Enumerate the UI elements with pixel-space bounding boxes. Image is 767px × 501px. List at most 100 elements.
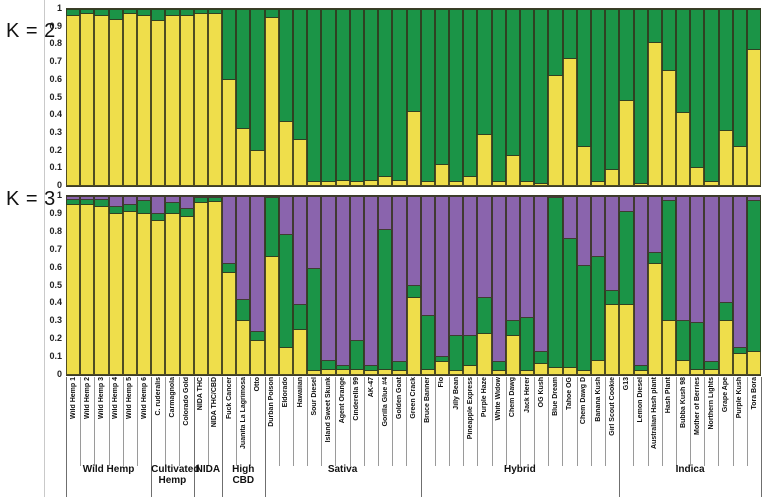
x-label-col-44: Bubba Kush 98	[676, 377, 690, 465]
k3-bar-27	[434, 196, 450, 375]
k2-segment-yellow	[207, 14, 223, 186]
k3-segment-yellow	[66, 204, 81, 375]
x-label: Green Crack	[410, 377, 418, 419]
x-label: Gorilla Glue #4	[381, 377, 389, 427]
k3-segment-green	[676, 321, 691, 361]
bar-separator-line	[562, 377, 564, 466]
k2-segment-yellow	[718, 131, 733, 186]
k2-bar-28	[449, 9, 464, 186]
k3-segment-purple	[392, 196, 407, 363]
k3-segment-yellow	[477, 333, 492, 375]
k2-segment-yellow	[732, 147, 747, 186]
k3-segment-green	[647, 253, 662, 264]
k3-bar-29	[463, 196, 478, 375]
x-label: Wild Hemp 2	[83, 377, 91, 419]
k3-segment-green	[193, 198, 208, 204]
k2-ytick-0.4: 0.4	[49, 109, 62, 120]
k3-segment-purple	[108, 196, 123, 207]
k3-segment-green	[505, 321, 520, 336]
k2-segment-yellow	[477, 134, 492, 186]
k3-segment-purple	[136, 196, 152, 202]
k2-bar-43	[661, 9, 677, 186]
k3-segment-yellow	[179, 217, 194, 375]
panel-k3	[66, 195, 762, 376]
x-label-col-13: Juanita La Lagrimosa	[236, 377, 250, 465]
k2-bar-46	[704, 9, 719, 186]
k2-segment-green	[236, 9, 251, 130]
x-label: Purple Kush	[736, 377, 744, 419]
k2-bar-24	[392, 9, 407, 186]
k3-ytick-0.1: 0.1	[49, 351, 62, 362]
k3-segment-green	[179, 208, 194, 218]
k2-segment-yellow	[321, 182, 336, 186]
k3-segment-green	[207, 198, 223, 202]
k2-bar-9	[179, 9, 194, 186]
k2-segment-yellow	[633, 184, 648, 186]
k2-segment-green	[179, 9, 194, 17]
k2-bar-7	[151, 9, 166, 186]
k3-segment-yellow	[321, 369, 336, 375]
x-label: Purple Haze	[481, 377, 489, 418]
x-label-col-7: C. ruderalis	[151, 377, 165, 465]
k3-segment-yellow	[193, 203, 208, 375]
k2-segment-green	[605, 9, 620, 171]
k3-segment-yellow	[449, 371, 464, 375]
x-label: Chem Dawg D	[580, 377, 588, 425]
k2-segment-green	[165, 9, 180, 17]
k3-bar-43	[661, 196, 677, 375]
k3-bar-12	[222, 196, 237, 375]
bar-separator-line	[136, 377, 138, 466]
k3-segment-green	[562, 238, 577, 368]
k2-segment-yellow	[392, 180, 407, 186]
k2-ytick-0: 0	[56, 180, 62, 190]
k2-segment-yellow	[505, 155, 520, 186]
k3-segment-purple	[207, 196, 223, 198]
k3-ytick-0.7: 0.7	[49, 243, 62, 254]
group-separator-line	[151, 377, 153, 497]
bar-separator-line	[704, 377, 706, 466]
k3-segment-green	[349, 340, 364, 370]
group-separator-line	[66, 377, 67, 497]
k3-segment-green	[704, 362, 719, 370]
k3-segment-green	[420, 315, 435, 370]
x-label-col-49: Tora Bora	[747, 377, 761, 465]
k2-segment-green	[690, 9, 705, 169]
k3-bar-1	[66, 196, 81, 375]
k3-bar-18	[307, 196, 322, 375]
k2-ytick-0.8: 0.8	[49, 38, 62, 49]
k3-segment-purple	[193, 196, 208, 198]
k3-bar-28	[449, 196, 464, 375]
x-label-col-43: Hash Plant	[662, 377, 676, 465]
k3-segment-purple	[222, 196, 237, 265]
k3-bar-34	[534, 196, 549, 375]
k2-bar-25	[406, 9, 421, 186]
x-label: Mother of Berries	[693, 377, 701, 435]
k2-segment-yellow	[676, 113, 691, 186]
k3-segment-purple	[335, 196, 350, 367]
x-label-col-39: Girl Scout Cookie	[605, 377, 619, 465]
k2-segment-yellow	[590, 182, 606, 186]
bar-separator-line	[250, 377, 252, 466]
k3-bar-3	[94, 196, 109, 375]
k3-segment-purple	[505, 196, 520, 322]
k2-segment-green	[747, 9, 762, 50]
k2-bar-26	[420, 9, 435, 186]
k3-segment-green	[449, 335, 464, 372]
k2-bar-38	[590, 9, 606, 186]
x-label-col-3: Wild Hemp 3	[94, 377, 108, 465]
x-label: Northern Lights	[708, 377, 716, 430]
x-axis-labels: Wild Hemp 1 Wild Hemp 2 Wild Hemp 3 Wild He…	[66, 377, 761, 465]
k2-segment-green	[576, 9, 591, 148]
k3-segment-green	[619, 212, 634, 306]
k3-segment-purple	[477, 196, 492, 299]
k3-segment-yellow	[747, 351, 762, 375]
k2-segment-yellow	[222, 79, 237, 186]
k3-bar-48	[732, 196, 747, 375]
k3-segment-yellow	[548, 367, 563, 375]
k2-bar-47	[718, 9, 733, 186]
x-label: Jack Herer	[523, 377, 531, 413]
k2-bar-39	[605, 9, 620, 186]
k2-label: K = 2	[6, 20, 56, 42]
x-label: Eldorado	[282, 377, 290, 408]
k3-bar-5	[122, 196, 137, 375]
